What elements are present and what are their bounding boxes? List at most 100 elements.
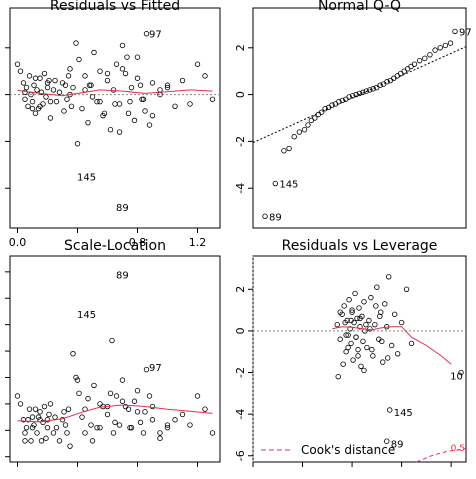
rf-point xyxy=(30,106,35,111)
sl-point xyxy=(39,439,44,444)
rl-point xyxy=(369,295,374,300)
sl-point-label: 145 xyxy=(77,310,96,321)
sl-point xyxy=(110,338,115,343)
sl-point xyxy=(150,404,155,409)
rf-point xyxy=(71,85,76,90)
rl-ytick-label: 0 xyxy=(234,327,247,334)
sl-point xyxy=(135,388,140,393)
qq-point xyxy=(287,146,292,151)
rf-xtick-label: 1.2 xyxy=(189,236,207,249)
rl-point xyxy=(335,322,340,327)
rf-point xyxy=(21,81,26,86)
rf-point xyxy=(15,62,20,67)
qq-point xyxy=(292,134,297,139)
rl-point xyxy=(336,374,341,379)
qq-point xyxy=(448,41,453,46)
rf-point xyxy=(98,99,103,104)
rl-point xyxy=(382,302,387,307)
sl-point xyxy=(47,412,52,417)
sl-point xyxy=(68,444,73,449)
sl-point xyxy=(53,415,58,420)
rf-xtick-label: 0.0 xyxy=(9,236,27,249)
rf-point xyxy=(90,95,95,100)
rf-point xyxy=(48,116,53,121)
sl-point xyxy=(92,383,97,388)
rl-point xyxy=(385,356,390,361)
sl-point xyxy=(44,436,49,441)
rf-point xyxy=(150,81,155,86)
rf-point xyxy=(120,67,125,72)
rl-point xyxy=(342,304,347,309)
rf-point xyxy=(188,102,193,107)
rf-point xyxy=(117,102,122,107)
rl-point xyxy=(353,291,358,296)
sl-point xyxy=(210,431,215,436)
qq-ytick-label: 2 xyxy=(234,44,247,51)
rf-point xyxy=(63,83,68,88)
sl-point xyxy=(45,425,50,430)
rf-point xyxy=(32,83,37,88)
qq-point xyxy=(297,130,302,135)
rl-point xyxy=(392,312,397,317)
rf-point xyxy=(42,71,47,76)
rf-point xyxy=(27,74,32,79)
rf-point xyxy=(105,71,110,76)
rl-point xyxy=(375,285,380,290)
sl-point xyxy=(120,399,125,404)
rf-point xyxy=(143,109,148,114)
sl-title: Scale-Location xyxy=(64,238,166,254)
rf-point xyxy=(69,104,74,109)
sl-point xyxy=(203,407,208,412)
sl-point xyxy=(188,423,193,428)
qq-point xyxy=(306,123,311,128)
rl-panel: Residuals vs Leverage0.5Cook's distance1… xyxy=(234,238,466,467)
rf-point-label: 145 xyxy=(77,173,96,184)
rl-point xyxy=(351,358,356,363)
rf-point xyxy=(132,118,137,123)
rf-point xyxy=(98,69,103,74)
rl-point xyxy=(357,306,362,311)
sl-point xyxy=(66,407,71,412)
rl-title: Residuals vs Leverage xyxy=(282,238,438,254)
rf-point xyxy=(66,74,71,79)
sl-point xyxy=(65,431,70,436)
qq-ytick-label: 0 xyxy=(234,91,247,98)
rf-title: Residuals vs Fitted xyxy=(50,0,180,14)
rf-point xyxy=(129,85,134,90)
legend-cooks-label: Cook's distance xyxy=(301,443,395,457)
qq-ytick-label: -2 xyxy=(234,136,247,147)
sl-point xyxy=(18,402,23,407)
sl-point xyxy=(111,431,116,436)
sl-point xyxy=(63,423,68,428)
qq-point xyxy=(282,148,287,153)
rf-point xyxy=(35,88,40,93)
sl-point xyxy=(132,399,137,404)
qq-point xyxy=(443,43,448,48)
qq-panel: Normal Q-Q 97 145 89 -4 -2 0 2 xyxy=(234,0,472,228)
sl-point xyxy=(135,410,140,415)
rf-point xyxy=(180,78,185,83)
rl-point xyxy=(370,347,375,352)
rf-point xyxy=(108,127,113,132)
sl-point xyxy=(138,420,143,425)
sl-point xyxy=(35,431,40,436)
qq-point-label: 97 xyxy=(459,27,472,38)
sl-point xyxy=(150,417,155,422)
rf-point xyxy=(62,109,67,114)
qq-point xyxy=(453,29,458,34)
qq-point xyxy=(417,58,422,63)
sl-point xyxy=(77,391,82,396)
rf-point xyxy=(92,50,97,55)
sl-panel: Scale-Location 89 145 97 xyxy=(5,238,220,467)
rf-point xyxy=(26,104,31,109)
sl-point xyxy=(86,396,91,401)
rf-point xyxy=(75,141,80,146)
rf-point xyxy=(120,43,125,48)
rf-point xyxy=(135,55,140,60)
rl-point xyxy=(346,345,351,350)
qq-qq-line xyxy=(253,47,466,143)
qq-point xyxy=(433,48,438,53)
rf-point xyxy=(128,99,133,104)
rl-ytick-label: -2 xyxy=(234,367,247,378)
sl-point xyxy=(108,391,113,396)
